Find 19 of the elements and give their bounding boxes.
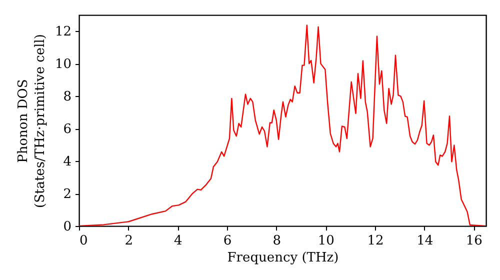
y-tick-label: 12 xyxy=(54,24,72,40)
x-tick-label: 6 xyxy=(223,234,232,248)
x-tick-label: 14 xyxy=(416,234,434,248)
x-axis-title: Frequency (THz) xyxy=(227,250,339,266)
y-tick-label: 2 xyxy=(63,187,72,202)
x-tick-label: 10 xyxy=(318,234,334,248)
x-tick-label: 12 xyxy=(367,234,384,248)
y-axis-title: Phonon DOS (States/THz·primitive cell) xyxy=(16,34,48,208)
y-tick-label: 8 xyxy=(63,90,72,105)
line-series xyxy=(79,24,486,226)
x-tick-label: 16 xyxy=(466,234,482,248)
x-tick-label: 0 xyxy=(80,234,88,248)
x-tick-label: 2 xyxy=(124,234,133,248)
y-tick-label: 6 xyxy=(63,122,72,138)
y-tick-label: 10 xyxy=(54,57,72,72)
x-tick-label: 4 xyxy=(174,234,182,248)
x-tick-label: 8 xyxy=(272,234,281,248)
y-tick-label: 4 xyxy=(63,154,72,170)
y-tick-label: 0 xyxy=(63,220,72,234)
